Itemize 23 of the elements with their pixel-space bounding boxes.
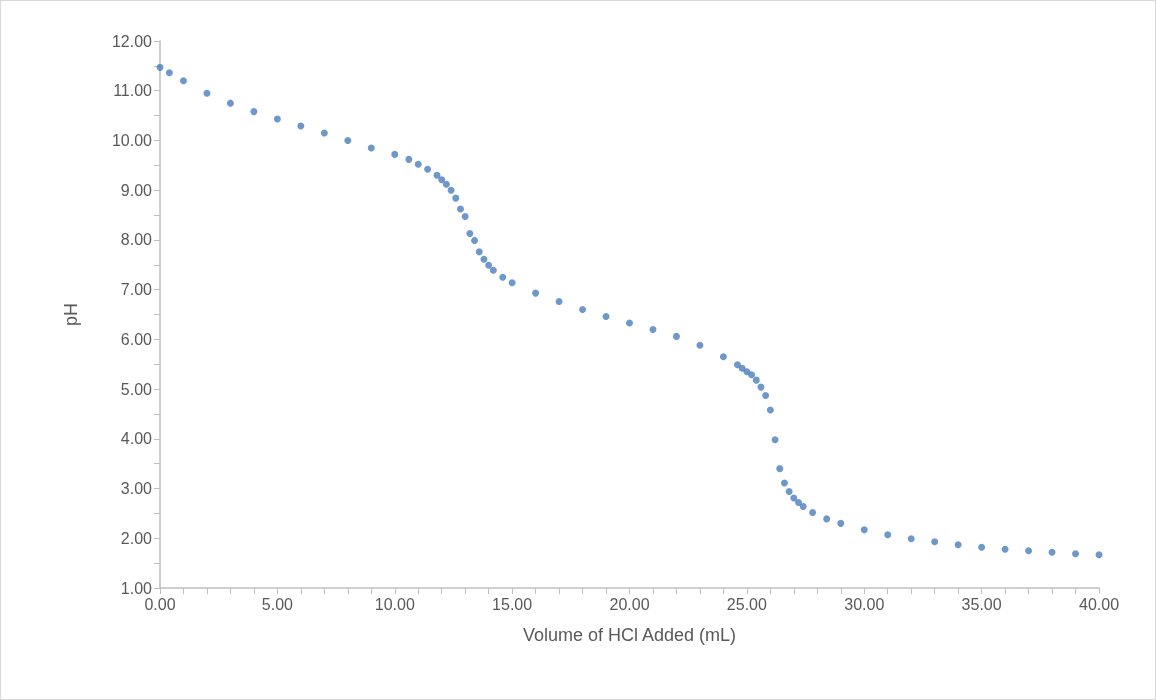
- y-tick-label: 4.00: [120, 430, 153, 448]
- y-tick-label: 5.00: [120, 380, 153, 398]
- y-tick-label: 3.00: [120, 480, 153, 498]
- y-tick-label: 7.00: [120, 281, 153, 299]
- x-tick-label: 35.00: [961, 595, 1002, 613]
- y-tick-label: 6.00: [120, 330, 153, 348]
- y-axis-title: pH: [61, 302, 81, 327]
- x-tick-label: 5.00: [261, 595, 294, 613]
- x-tick-label: 15.00: [492, 595, 533, 613]
- y-tick-label: 8.00: [120, 231, 153, 249]
- y-tick-label: 1.00: [120, 579, 153, 597]
- x-tick-label: 10.00: [374, 595, 415, 613]
- y-tick-label: 11.00: [113, 82, 153, 100]
- y-tick-label: 9.00: [120, 181, 153, 199]
- x-tick-label: 30.00: [844, 595, 885, 613]
- y-tick-label: 2.00: [120, 529, 153, 547]
- x-tick-label: 25.00: [726, 595, 767, 613]
- x-axis-title: Volume of HCl Added (mL): [522, 625, 737, 645]
- x-tick-label: 20.00: [609, 595, 650, 613]
- x-tick-label: 40.00: [1078, 595, 1120, 613]
- y-tick-label: 12.00: [111, 32, 153, 50]
- y-tick-label: 10.00: [111, 131, 153, 149]
- x-tick-label: 0.00: [144, 595, 176, 613]
